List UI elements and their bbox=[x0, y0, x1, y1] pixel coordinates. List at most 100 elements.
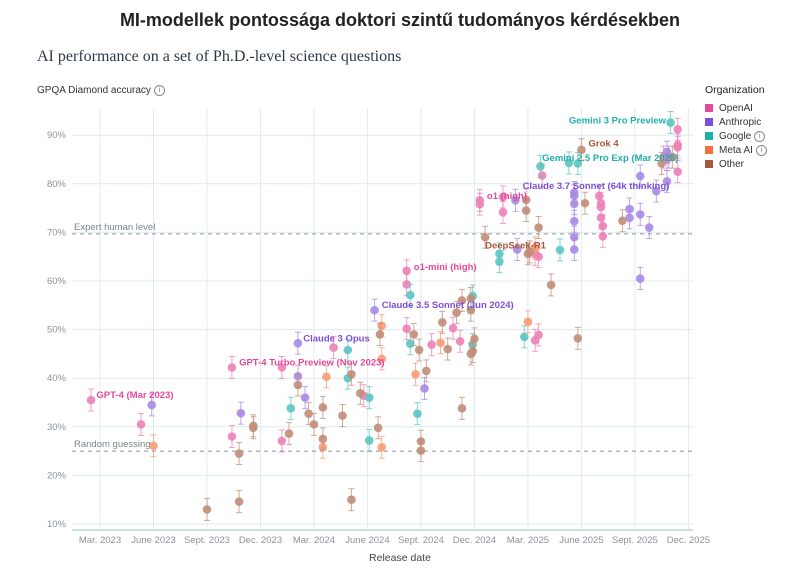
data-point-other bbox=[414, 345, 424, 355]
y-tick-label: 60% bbox=[47, 276, 67, 287]
data-point-google bbox=[286, 404, 296, 413]
x-tick-label: Sept. 2025 bbox=[612, 535, 658, 546]
legend-swatch bbox=[705, 160, 713, 168]
annotation-label: o1 (high) bbox=[487, 191, 527, 202]
x-tick-label: Dec. 2023 bbox=[239, 535, 282, 546]
data-point-meta-ai bbox=[436, 338, 445, 348]
data-point-openai bbox=[673, 125, 682, 134]
annotation-label: Claude 3.7 Sonnet (64k thinking) bbox=[523, 181, 670, 192]
legend-swatch bbox=[705, 118, 713, 126]
data-point-other bbox=[457, 296, 467, 305]
data-point-meta-ai bbox=[377, 321, 387, 331]
x-tick-label: Mar. 2025 bbox=[507, 535, 549, 546]
x-tick-label: June 2025 bbox=[559, 535, 603, 546]
data-point-meta-ai bbox=[377, 354, 387, 364]
data-point-google bbox=[405, 339, 415, 348]
legend-title: Organization bbox=[705, 84, 765, 96]
data-point-meta-ai bbox=[377, 442, 387, 452]
data-point-other bbox=[304, 409, 313, 418]
annotation-label: Claude 3.5 Sonnet (Jun 2024) bbox=[382, 300, 514, 311]
legend-label: Meta AI bbox=[719, 144, 753, 156]
data-point-openai bbox=[402, 280, 411, 289]
data-point-other bbox=[534, 223, 543, 232]
data-point-google bbox=[343, 345, 353, 355]
data-point-anthropic bbox=[635, 274, 645, 283]
annotation-label: GPT-4 Turbo Preview (Nov 2023) bbox=[239, 358, 385, 369]
data-point-other bbox=[466, 294, 476, 303]
data-point-other bbox=[309, 420, 319, 429]
data-point-other bbox=[657, 159, 666, 168]
legend-label: Other bbox=[719, 158, 745, 170]
y-axis-title-text: GPQA Diamond accuracy bbox=[37, 85, 151, 97]
legend-label: Google bbox=[719, 130, 752, 142]
info-icon[interactable]: i bbox=[755, 144, 767, 156]
data-point-anthropic bbox=[511, 196, 520, 205]
data-point-openai bbox=[598, 231, 608, 241]
legend-item-other[interactable]: Other bbox=[705, 157, 797, 171]
info-icon[interactable]: i bbox=[153, 85, 165, 96]
data-point-other bbox=[347, 495, 356, 505]
data-point-other bbox=[573, 334, 583, 343]
data-point-other bbox=[375, 330, 385, 339]
data-point-other bbox=[577, 145, 586, 155]
data-point-other bbox=[466, 305, 476, 315]
info-icon[interactable]: i bbox=[754, 130, 766, 142]
data-point-openai bbox=[277, 436, 287, 446]
data-point-openai bbox=[455, 336, 465, 346]
legend-item-meta-ai[interactable]: Meta AI i bbox=[705, 143, 797, 157]
x-tick-label: Sept. 2023 bbox=[184, 535, 230, 546]
data-point-google bbox=[364, 436, 374, 445]
data-point-other bbox=[443, 344, 452, 354]
y-tick-label: 20% bbox=[47, 470, 67, 481]
data-point-anthropic bbox=[512, 245, 522, 254]
data-point-openai bbox=[537, 171, 547, 180]
data-point-other bbox=[234, 449, 244, 458]
legend-item-anthropic[interactable]: Anthropic bbox=[705, 115, 797, 129]
data-point-other bbox=[373, 423, 383, 433]
data-point-openai bbox=[673, 167, 682, 176]
data-point-meta-ai bbox=[411, 370, 420, 379]
legend-item-google[interactable]: Google i bbox=[705, 129, 797, 143]
data-point-openai bbox=[498, 192, 508, 202]
annotation-label: GPT-4 (Mar 2023) bbox=[96, 390, 173, 401]
data-point-google bbox=[405, 290, 415, 300]
legend: Organization OpenAI Anthropic Google i Meta … bbox=[705, 84, 797, 171]
data-point-meta-ai bbox=[322, 372, 331, 382]
x-tick-label: June 2023 bbox=[131, 535, 175, 546]
data-point-anthropic bbox=[569, 232, 579, 242]
data-point-google bbox=[495, 257, 504, 266]
data-point-other bbox=[284, 429, 294, 438]
legend-item-openai[interactable]: OpenAI bbox=[705, 101, 797, 115]
legend-label: Anthropic bbox=[719, 116, 762, 128]
data-point-openai bbox=[136, 420, 146, 429]
data-point-other bbox=[470, 334, 479, 344]
data-point-other bbox=[318, 403, 328, 412]
data-point-anthropic bbox=[569, 199, 579, 209]
data-point-openai bbox=[86, 395, 96, 405]
data-point-other bbox=[521, 206, 531, 215]
data-point-other bbox=[338, 411, 347, 420]
legend-label: OpenAI bbox=[719, 102, 753, 114]
data-point-anthropic bbox=[147, 400, 157, 410]
data-point-other bbox=[468, 347, 477, 356]
data-point-google bbox=[413, 409, 422, 418]
annotation-label: Claude 3 Opus bbox=[303, 333, 370, 344]
data-point-anthropic bbox=[625, 213, 634, 223]
data-point-other bbox=[452, 308, 461, 317]
data-point-google bbox=[520, 332, 529, 342]
annotation-label: DeepSeek-R1 bbox=[485, 240, 546, 251]
data-point-openai bbox=[534, 330, 543, 340]
data-point-anthropic bbox=[644, 223, 654, 232]
data-point-anthropic bbox=[569, 216, 579, 226]
reference-line-label: Random guessing bbox=[74, 439, 151, 450]
data-point-other bbox=[668, 152, 677, 162]
data-point-anthropic bbox=[662, 177, 672, 186]
y-tick-label: 30% bbox=[47, 422, 67, 433]
data-point-openai bbox=[448, 323, 458, 333]
annotation-label: Grok 4 bbox=[589, 138, 620, 149]
data-point-other bbox=[293, 380, 303, 390]
data-point-openai bbox=[227, 432, 237, 441]
reference-line-label: Expert human level bbox=[74, 222, 155, 233]
data-point-other bbox=[480, 232, 490, 242]
data-point-anthropic bbox=[420, 384, 429, 393]
